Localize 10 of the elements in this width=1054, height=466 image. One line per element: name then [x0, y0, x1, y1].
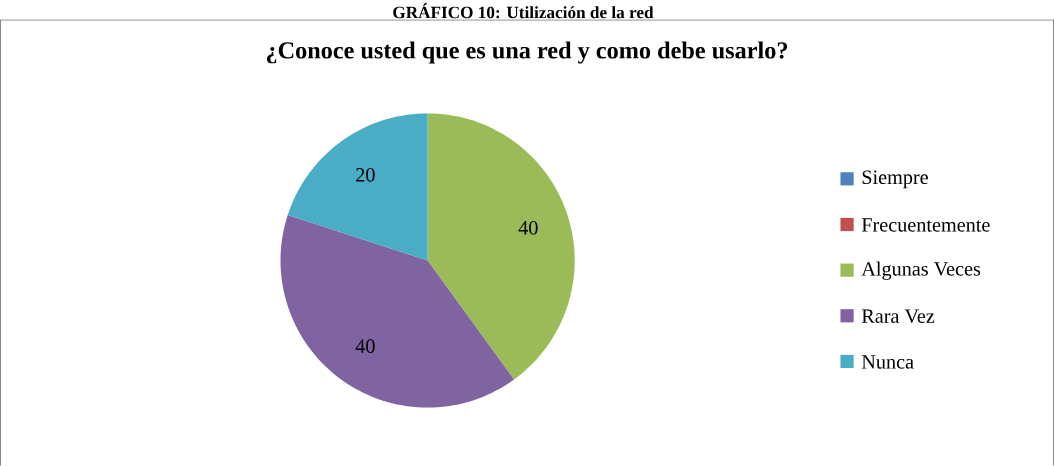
- legend-label: Siempre: [862, 170, 928, 189]
- legend-label: Frecuentemente: [861, 218, 990, 232]
- text: GRÁFICO 10: Utilización de la red: [393, 3, 654, 19]
- legend-label: Rara Vez: [861, 309, 935, 324]
- data-label: 20: [356, 168, 375, 182]
- data-label: 40: [518, 220, 538, 235]
- legend-label: Nunca: [861, 355, 914, 369]
- data-label: 40: [355, 339, 375, 354]
- chart-title: ¿Conoce usted que es una red y como debe usarlo?: [266, 41, 788, 64]
- legend-label: Algunas Veces: [861, 261, 981, 280]
